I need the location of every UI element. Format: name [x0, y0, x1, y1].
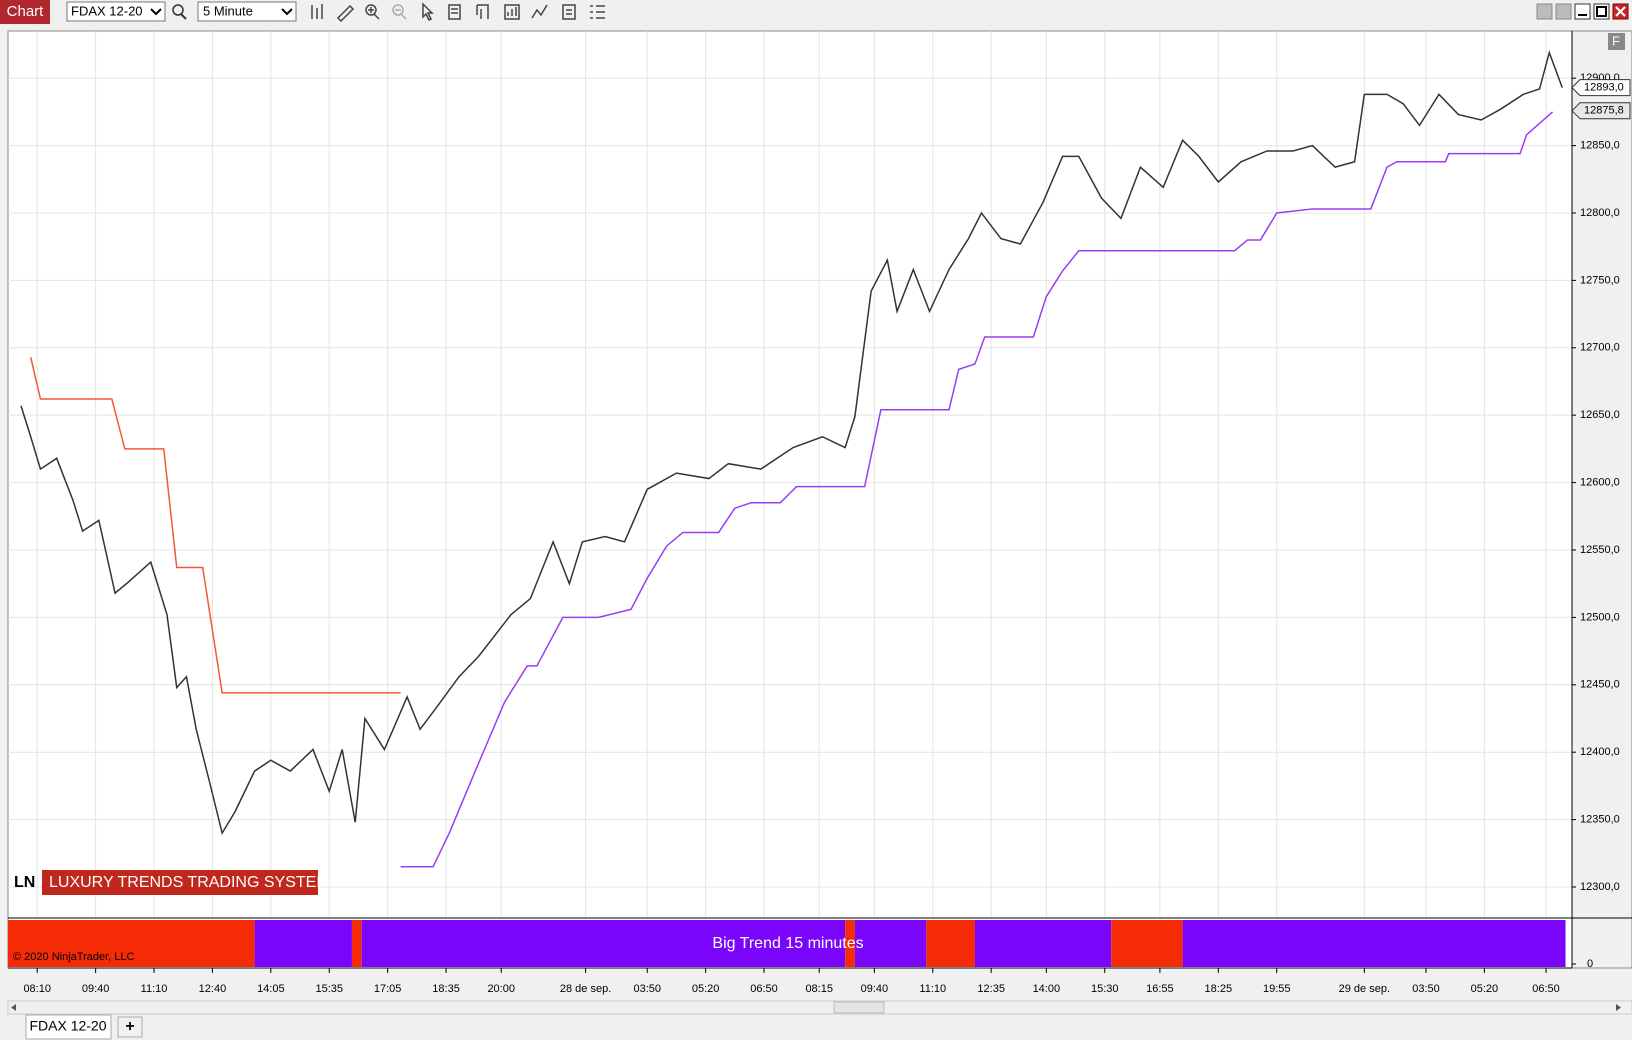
- add-tab-label: +: [125, 1018, 134, 1035]
- x-tick-label: 15:35: [315, 983, 343, 995]
- trend-band: [974, 920, 1112, 967]
- y-tick-label: 12350,0: [1580, 814, 1620, 826]
- y-tick-label: 12500,0: [1580, 611, 1620, 623]
- scrollbar-thumb[interactable]: [833, 1001, 885, 1014]
- x-tick-label: 05:20: [692, 983, 720, 995]
- x-tick-label: 11:10: [141, 983, 168, 995]
- x-tick-label: 03:50: [1412, 983, 1440, 995]
- x-tick-label: 28 de sep.: [560, 983, 611, 995]
- x-tick-label: 11:10: [919, 983, 946, 995]
- y-tick-label: 12650,0: [1580, 409, 1620, 421]
- x-tick-label: 09:40: [82, 983, 110, 995]
- search-icon[interactable]: [172, 4, 184, 16]
- x-tick-label: 18:35: [432, 983, 460, 995]
- window-title: Chart: [7, 3, 45, 20]
- x-tick-label: 03:50: [633, 983, 661, 995]
- add-tab[interactable]: [117, 1016, 143, 1038]
- y-tick-label: 12850,0: [1580, 139, 1620, 151]
- x-tick-label: 12:40: [199, 983, 227, 995]
- dropdown-arrow: [150, 8, 162, 16]
- chart-area: [8, 31, 1572, 968]
- x-tick-label: 08:15: [805, 983, 833, 995]
- x-tick-label: 29 de sep.: [1339, 983, 1390, 995]
- price-line: [20, 50, 1563, 836]
- copyright: © 2020 NinjaTrader, LLC: [13, 951, 134, 963]
- dropdown-arrow: [281, 8, 293, 16]
- x-tick-label: 06:50: [1532, 983, 1560, 995]
- tab[interactable]: [25, 1014, 112, 1040]
- trend-band: [854, 920, 927, 967]
- trend-band: [1111, 920, 1183, 967]
- indicator-name: LUXURY TRENDS TRADING SYSTEM: [49, 874, 330, 891]
- y-tick-label: 12550,0: [1580, 544, 1620, 556]
- y-tick-label: 12750,0: [1580, 274, 1620, 286]
- price-line: [29, 357, 401, 694]
- trend-band: [361, 920, 846, 967]
- y-tick-label: 12600,0: [1580, 476, 1620, 488]
- x-tick-label: 17:05: [374, 983, 402, 995]
- instrument: FDAX 12-20: [71, 3, 143, 18]
- trend-band: [8, 920, 255, 967]
- trend-band: [351, 920, 362, 967]
- panel-button[interactable]: [1608, 33, 1625, 50]
- y-tick-label: 12300,0: [1580, 881, 1620, 893]
- price-tag: [1571, 102, 1631, 120]
- trend-bands: [8, 920, 1566, 967]
- x-tick-label: 19:55: [1263, 983, 1291, 995]
- x-tick-label: 15:30: [1091, 983, 1119, 995]
- interval: 5 Minute: [203, 3, 253, 18]
- grid: [8, 31, 1572, 918]
- x-tick-label: 14:05: [257, 983, 285, 995]
- indicator-short-name: LN: [14, 874, 35, 891]
- panel-button-label: F: [1612, 33, 1620, 48]
- y-tick-label: 12700,0: [1580, 342, 1620, 354]
- price-line: [400, 111, 1554, 868]
- x-tick-label: 05:20: [1471, 983, 1499, 995]
- x-tick-label: 06:50: [750, 983, 778, 995]
- x-tick-label: 09:40: [861, 983, 889, 995]
- y-tick-label: 12400,0: [1580, 746, 1620, 758]
- window-buttons[interactable]: [1536, 3, 1629, 20]
- x-tick-label: 16:55: [1146, 983, 1174, 995]
- instrument-select[interactable]: [66, 1, 166, 22]
- search-icon-handle: [180, 13, 187, 20]
- tab-label: FDAX 12-20: [29, 1018, 106, 1034]
- y-tick-label: 12450,0: [1580, 679, 1620, 691]
- chart-tab[interactable]: [0, 0, 50, 24]
- trend-band: [845, 920, 855, 967]
- indicator-badge: [42, 870, 318, 895]
- x-tick-label: 12:35: [977, 983, 1005, 995]
- x-tick-label: 18:25: [1205, 983, 1233, 995]
- price-tag: [1571, 79, 1631, 97]
- scrollbar[interactable]: [7, 1000, 1632, 1015]
- x-tick-label: 14:00: [1033, 983, 1061, 995]
- x-tick-label: 20:00: [487, 983, 515, 995]
- trend-band: [1182, 920, 1566, 967]
- plot: [20, 50, 1563, 868]
- y-tick-label: 12800,0: [1580, 207, 1620, 219]
- interval-select[interactable]: [197, 1, 297, 22]
- trend-band: [254, 920, 352, 967]
- x-tick-label: 08:10: [23, 983, 51, 995]
- trend-band: [926, 920, 975, 967]
- price-tag-label: 12875,8: [1584, 105, 1624, 117]
- toolbar-icons[interactable]: [311, 2, 605, 23]
- price-tag-label: 12893,0: [1584, 82, 1624, 94]
- lower-panel-title: Big Trend 15 minutes: [712, 935, 863, 952]
- y-tick-label: 0: [1587, 958, 1593, 970]
